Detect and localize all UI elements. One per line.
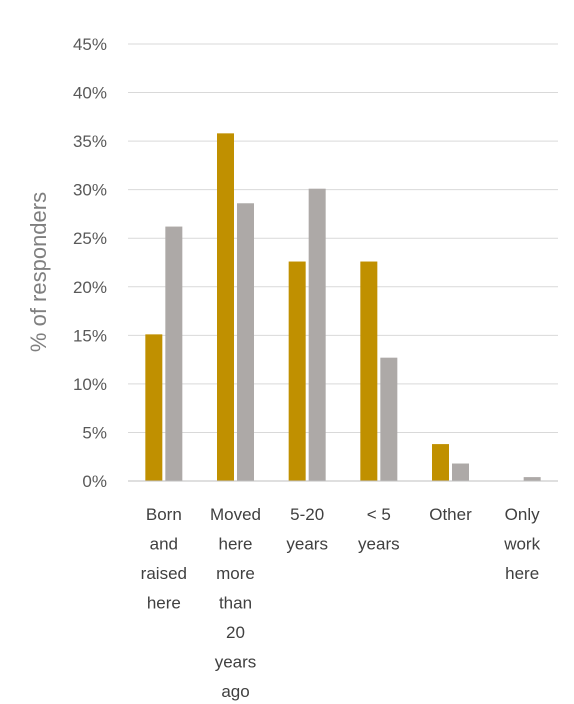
x-tick-label-line: ago	[221, 682, 249, 701]
x-tick-label-line: years	[358, 535, 400, 554]
x-tick-label: Born and raised here	[141, 505, 187, 613]
x-tick-label: Moved here more than 20 years ago	[210, 505, 261, 701]
x-tick-label-line: Other	[429, 505, 472, 524]
bar	[360, 261, 378, 481]
x-tick-label-line: Only	[505, 505, 540, 524]
bar	[308, 188, 326, 481]
x-tick-label-line: raised	[141, 564, 187, 583]
y-tick-label: 45%	[73, 35, 107, 54]
y-tick-label: 0%	[82, 472, 107, 491]
x-tick-label-line: than	[219, 594, 252, 613]
y-tick-label: 15%	[73, 326, 107, 345]
x-tick-label: Other	[429, 505, 472, 524]
bar	[452, 463, 469, 481]
x-tick-label-line: work	[503, 535, 540, 554]
y-tick-label: 25%	[73, 229, 107, 248]
x-tick-label: Only work here	[503, 505, 540, 583]
y-tick-label: 30%	[73, 181, 107, 200]
x-tick-label-line: 20	[226, 623, 245, 642]
y-tick-label: 10%	[73, 375, 107, 394]
x-tick-label-line: years	[286, 535, 328, 554]
y-tick-label: 20%	[73, 278, 107, 297]
x-tick-label-line: here	[147, 594, 181, 613]
bar	[380, 357, 398, 481]
y-tick-label: 5%	[82, 423, 107, 442]
y-axis-title: % of responders	[26, 192, 51, 352]
x-tick-label-line: < 5	[367, 505, 391, 524]
bar	[217, 133, 234, 481]
x-tick-label-line: 5-20	[290, 505, 324, 524]
x-tick-label-line: and	[150, 535, 178, 554]
x-tick-label-line: more	[216, 564, 255, 583]
bar	[165, 226, 183, 481]
bar	[145, 334, 163, 481]
x-tick-label-line: Moved	[210, 505, 261, 524]
x-tick-label-line: here	[505, 564, 539, 583]
gridlines	[128, 43, 558, 433]
bar	[237, 203, 254, 482]
bar	[288, 261, 306, 481]
y-axis-ticks: 0% 5% 10% 15% 20% 25% 30% 35% 40% 45%	[73, 35, 107, 491]
x-tick-label-line: years	[215, 653, 257, 672]
bar	[432, 444, 449, 481]
x-tick-label: < 5 years	[358, 505, 400, 554]
x-axis-category-labels: Born and raised here Moved here more than 20 year…	[141, 505, 541, 701]
x-tick-label-line: here	[218, 535, 252, 554]
x-tick-label: 5-20 years	[286, 505, 328, 554]
x-tick-label-line: Born	[146, 505, 182, 524]
bar	[523, 477, 541, 481]
bars	[145, 133, 541, 482]
y-tick-label: 35%	[73, 132, 107, 151]
y-tick-label: 40%	[73, 84, 107, 103]
